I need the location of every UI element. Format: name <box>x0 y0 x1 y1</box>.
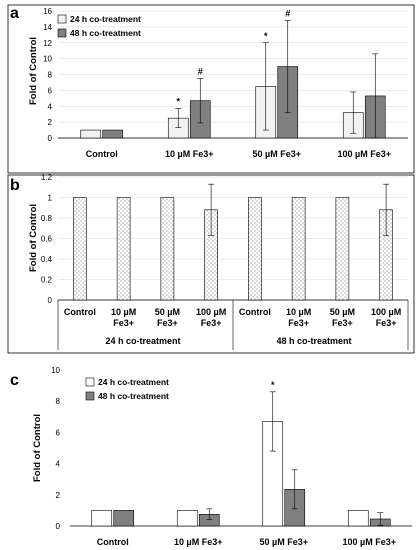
panel-b-x-tick-label: 10 µM <box>286 307 311 317</box>
panel-a-bars: * # * # <box>80 9 386 139</box>
legend-swatch-48h <box>57 28 67 38</box>
panel-b-x-tick-label: Fe3+ <box>113 318 134 328</box>
panel-c-y-axis-label: Fold of Control <box>32 414 43 482</box>
panel-b-border <box>7 174 415 354</box>
legend-label-48h: 48 h co-treatment <box>70 28 141 38</box>
chart-panel-a: Fold of Control 0 2 4 6 8 10 12 14 16 Control 10 µ… <box>7 4 415 174</box>
panel-a-x-tick-label: 100 µM Fe3+ <box>338 149 391 159</box>
panel-a-bar-24h <box>80 129 102 139</box>
group-label-48h: 48 h co-treatment <box>276 336 351 346</box>
panel-b-x-tick-label: Fe3+ <box>201 318 222 328</box>
panel-b-bar <box>73 197 87 301</box>
panel-a-y-tick-label: 2 <box>48 118 53 127</box>
panel-c-bars: * <box>91 380 391 527</box>
legend-swatch-24h <box>85 377 95 387</box>
panel-c-y-tick-label: 0 <box>56 522 61 531</box>
legend-swatch-48h <box>85 391 95 401</box>
panel-c-y-tick-label: 10 <box>51 366 60 375</box>
panel-b-x-tick-label: 10 µM <box>111 307 136 317</box>
panel-a-bar-48h <box>102 129 124 139</box>
panel-b-bar <box>160 197 175 301</box>
panel-c-y-tick-label: 2 <box>56 491 61 500</box>
panel-b-bar <box>291 197 306 301</box>
panel-b-bar <box>248 197 262 301</box>
panel-b-y-axis-label: Fold of Control <box>28 204 39 272</box>
panel-a-y-tick-label: 0 <box>48 134 53 143</box>
panel-b-y-tick-label: 1 <box>48 194 53 203</box>
chart-panel-b: Fold of Control 0 0.2 0.4 0.6 0.8 1 1.2 Control… <box>7 173 415 354</box>
panel-label-c: c <box>10 372 19 389</box>
panel-a-y-tick-label: 12 <box>43 39 52 48</box>
panel-b-x-tick-label: Control <box>239 307 271 317</box>
panel-a-significance-mark: * <box>264 31 268 41</box>
panel-b-bar <box>335 197 350 301</box>
panel-b-y-tick-label: 0.6 <box>41 235 53 244</box>
panel-b-x-tick-label: Fe3+ <box>288 318 309 328</box>
panel-b-y-tick-label: 1.2 <box>41 173 53 182</box>
chart-panel-c: Fold of Control 0 2 4 6 8 10 Control 10 µM Fe3+… <box>32 366 412 547</box>
panel-b-x-tick-label: 50 µM <box>330 307 355 317</box>
panel-b-x-tick-label: Fe3+ <box>332 318 353 328</box>
legend-swatch-24h <box>57 14 67 24</box>
panel-c-bar-24h <box>347 510 369 527</box>
legend-label-24h: 24 h co-treatment <box>98 377 169 387</box>
panel-a-x-tick-label: 50 µM Fe3+ <box>253 149 301 159</box>
panel-b-y-tick-label: 0 <box>48 296 53 305</box>
panel-a-border <box>7 4 415 174</box>
panel-b-y-tick-label: 0.2 <box>41 276 53 285</box>
panel-c-y-tick-label: 4 <box>56 460 61 469</box>
panel-a-y-tick-label: 16 <box>43 7 52 16</box>
panel-c-bar-24h <box>91 510 113 527</box>
panel-a-x-tick-label: 10 µM Fe3+ <box>165 149 213 159</box>
legend-label-48h: 48 h co-treatment <box>98 391 169 401</box>
panel-label-b: b <box>10 177 20 194</box>
panel-c-legend: 24 h co-treatment 48 h co-treatment <box>85 377 169 401</box>
panel-b-x-tick-label: 100 µM <box>196 307 226 317</box>
panel-c-y-tick-label: 6 <box>56 428 61 437</box>
panel-c-x-tick-label: 10 µM Fe3+ <box>174 537 222 547</box>
panel-c-bar-48h <box>113 510 135 527</box>
panel-c-x-tick-label: Control <box>97 537 129 547</box>
panel-label-a: a <box>10 5 19 22</box>
panel-a-y-axis-label: Fold of Control <box>28 37 39 105</box>
panel-a-y-tick-label: 6 <box>48 86 53 95</box>
panel-a-y-tick-label: 10 <box>43 55 52 64</box>
panel-c-y-tick-label: 8 <box>56 397 61 406</box>
panel-b-x-tick-label: 50 µM <box>155 307 180 317</box>
panel-b-x-tick-label: Fe3+ <box>376 318 397 328</box>
panel-a-y-tick-label: 8 <box>48 71 53 80</box>
legend-label-24h: 24 h co-treatment <box>70 14 141 24</box>
panel-a-significance-mark: # <box>198 66 203 76</box>
panel-c-bar-24h <box>176 510 198 527</box>
group-label-24h: 24 h co-treatment <box>105 336 180 346</box>
panel-a-significance-mark: # <box>285 9 290 19</box>
panel-c-significance-mark: * <box>271 380 275 390</box>
panel-c-x-tick-label: 100 µM Fe3+ <box>343 537 396 547</box>
panel-b-bars <box>73 183 393 301</box>
panel-b-y-tick-label: 0.4 <box>41 255 53 264</box>
panel-b-x-tick-label: Control <box>64 307 96 317</box>
panel-a-x-tick-label: Control <box>86 149 118 159</box>
panel-a-legend: 24 h co-treatment 48 h co-treatment <box>57 14 141 38</box>
panel-a-y-tick-label: 4 <box>48 102 53 111</box>
panel-c-x-tick-label: 50 µM Fe3+ <box>260 537 308 547</box>
panel-b-y-tick-label: 0.8 <box>41 214 53 223</box>
panel-b-bar <box>116 197 131 301</box>
panel-b-x-tick-label: 100 µM <box>371 307 401 317</box>
panel-b-x-tick-label: Fe3+ <box>157 318 178 328</box>
panel-a-y-tick-label: 14 <box>43 23 52 32</box>
panel-a-significance-mark: * <box>176 97 180 107</box>
